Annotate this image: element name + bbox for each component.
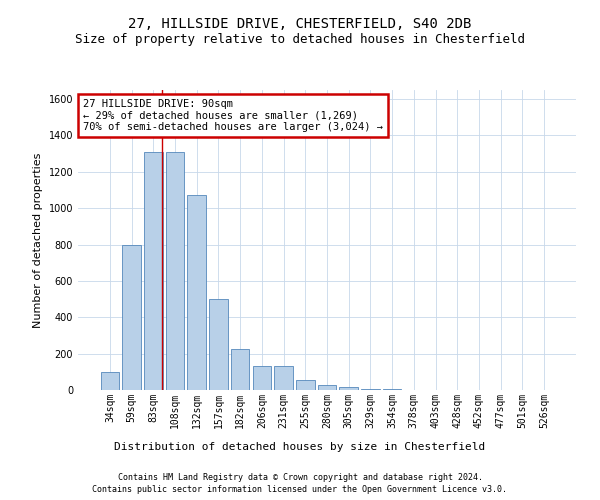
Bar — [253, 366, 271, 390]
Bar — [144, 152, 163, 390]
Bar — [187, 194, 206, 390]
Bar — [274, 366, 293, 390]
Bar — [318, 384, 336, 390]
Bar — [340, 388, 358, 390]
Text: Size of property relative to detached houses in Chesterfield: Size of property relative to detached ho… — [75, 32, 525, 46]
Text: Contains public sector information licensed under the Open Government Licence v3: Contains public sector information licen… — [92, 485, 508, 494]
Bar — [101, 372, 119, 390]
Text: Distribution of detached houses by size in Chesterfield: Distribution of detached houses by size … — [115, 442, 485, 452]
Text: 27, HILLSIDE DRIVE, CHESTERFIELD, S40 2DB: 27, HILLSIDE DRIVE, CHESTERFIELD, S40 2D… — [128, 18, 472, 32]
Bar — [209, 299, 227, 390]
Y-axis label: Number of detached properties: Number of detached properties — [33, 152, 43, 328]
Bar — [122, 244, 141, 390]
Bar — [361, 388, 380, 390]
Bar — [166, 152, 184, 390]
Text: 27 HILLSIDE DRIVE: 90sqm
← 29% of detached houses are smaller (1,269)
70% of sem: 27 HILLSIDE DRIVE: 90sqm ← 29% of detach… — [83, 99, 383, 132]
Text: Contains HM Land Registry data © Crown copyright and database right 2024.: Contains HM Land Registry data © Crown c… — [118, 472, 482, 482]
Bar — [296, 380, 314, 390]
Bar — [231, 349, 250, 390]
